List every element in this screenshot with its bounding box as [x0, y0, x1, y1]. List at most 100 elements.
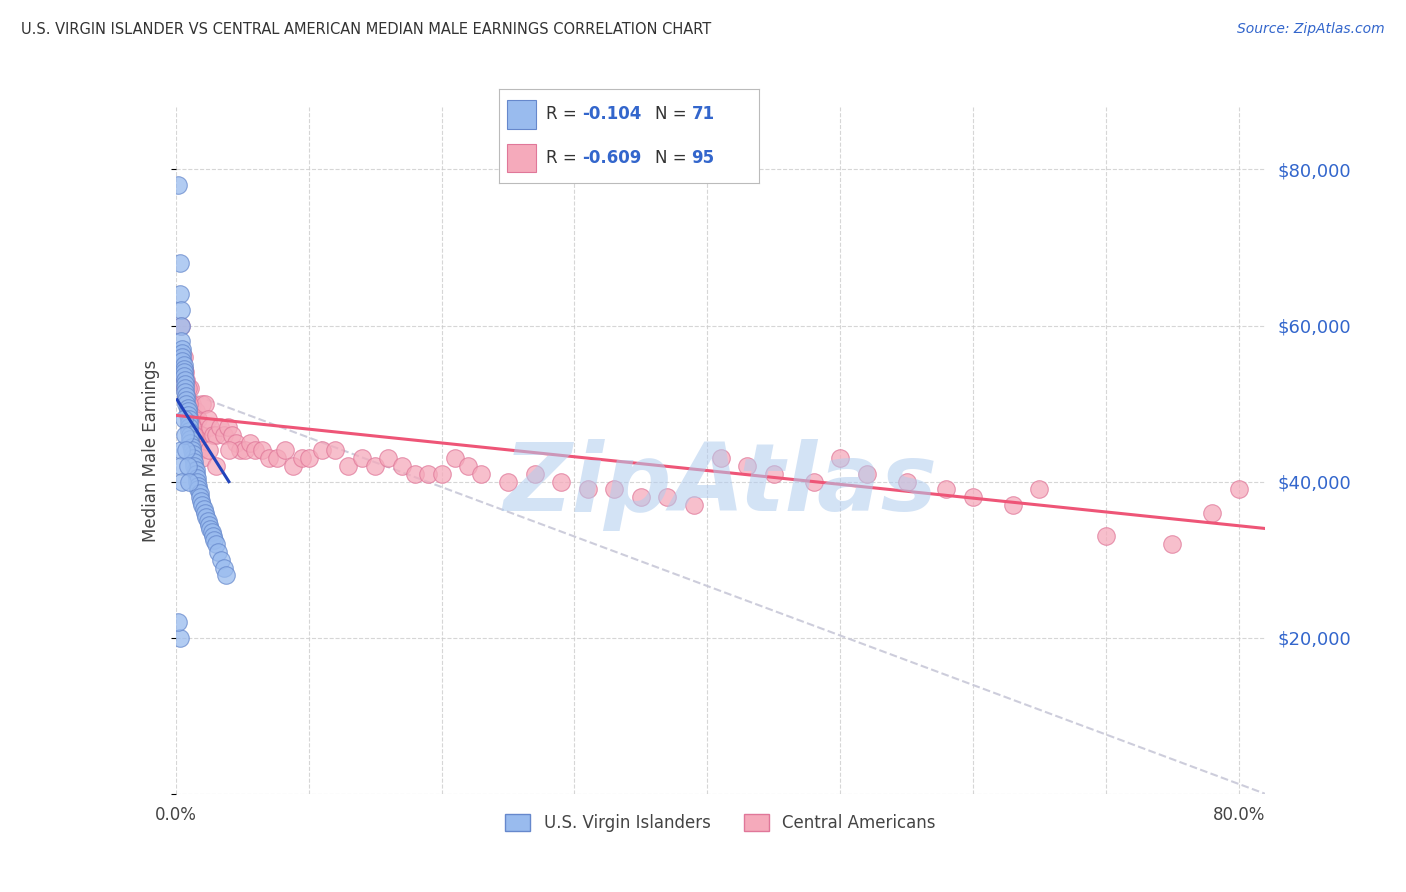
Point	[177, 458, 200, 473]
Point	[250, 443, 273, 458]
Point	[183, 455, 205, 469]
Point	[896, 475, 918, 489]
Point	[174, 373, 197, 387]
Point	[218, 443, 240, 458]
Point	[173, 366, 195, 380]
Point	[1201, 506, 1223, 520]
Point	[204, 427, 226, 442]
Point	[197, 412, 219, 426]
Point	[176, 443, 198, 458]
Point	[188, 486, 211, 500]
Y-axis label: Median Male Earnings: Median Male Earnings	[142, 359, 160, 541]
Point	[184, 467, 207, 481]
Point	[169, 256, 191, 270]
Point	[191, 451, 214, 466]
Point	[186, 471, 208, 485]
Point	[186, 475, 208, 489]
Point	[174, 384, 197, 399]
Point	[177, 424, 200, 438]
Point	[179, 435, 201, 450]
Point	[683, 498, 706, 512]
Point	[198, 443, 221, 458]
Point	[855, 467, 877, 481]
Point	[1028, 483, 1050, 497]
Point	[1001, 498, 1024, 512]
Point	[177, 396, 200, 410]
Point	[176, 389, 198, 403]
Point	[281, 458, 304, 473]
Point	[176, 373, 198, 387]
Point	[364, 458, 387, 473]
Point	[180, 440, 202, 454]
Point	[170, 318, 193, 333]
Point	[170, 443, 193, 458]
Point	[173, 369, 195, 384]
Point	[173, 361, 195, 376]
Point	[176, 392, 198, 407]
Point	[170, 334, 193, 349]
Point	[170, 303, 193, 318]
Point	[204, 458, 226, 473]
Point	[177, 412, 200, 426]
Point	[266, 451, 288, 466]
Point	[630, 490, 652, 504]
Point	[193, 502, 215, 516]
Point	[172, 350, 194, 364]
Point	[177, 475, 200, 489]
Point	[576, 483, 599, 497]
Point	[172, 342, 194, 356]
Point	[186, 427, 208, 442]
Point	[174, 366, 197, 380]
Point	[173, 361, 195, 376]
Point	[195, 509, 218, 524]
Point	[202, 533, 225, 548]
Point	[274, 443, 297, 458]
Text: ZipAtlas: ZipAtlas	[503, 439, 938, 531]
Point	[167, 178, 190, 192]
Point	[191, 498, 214, 512]
Point	[204, 537, 226, 551]
Legend: U.S. Virgin Islanders, Central Americans: U.S. Virgin Islanders, Central Americans	[498, 805, 943, 840]
Point	[184, 463, 207, 477]
Point	[179, 432, 201, 446]
Point	[190, 427, 212, 442]
Point	[200, 521, 222, 535]
Point	[177, 420, 200, 434]
Point	[311, 443, 333, 458]
Point	[177, 401, 200, 415]
Point	[291, 451, 314, 466]
Point	[221, 427, 243, 442]
Point	[1227, 483, 1250, 497]
Point	[323, 443, 346, 458]
Point	[239, 435, 262, 450]
Point	[173, 366, 195, 380]
Point	[190, 494, 212, 508]
Text: 95: 95	[692, 149, 714, 167]
Point	[470, 467, 492, 481]
Point	[194, 506, 217, 520]
Point	[170, 318, 193, 333]
Point	[180, 443, 202, 458]
Point	[183, 458, 205, 473]
Point	[176, 396, 198, 410]
Point	[197, 514, 219, 528]
Point	[337, 458, 360, 473]
Point	[935, 483, 957, 497]
Point	[245, 443, 267, 458]
Point	[177, 381, 200, 395]
Point	[181, 412, 204, 426]
Point	[1161, 537, 1184, 551]
Text: N =: N =	[655, 149, 692, 167]
Point	[803, 475, 825, 489]
Point	[180, 396, 202, 410]
Point	[172, 350, 194, 364]
Point	[657, 490, 679, 504]
Point	[187, 478, 209, 492]
Point	[200, 420, 222, 434]
Point	[183, 420, 205, 434]
Point	[179, 412, 201, 426]
Point	[172, 353, 194, 368]
Point	[523, 467, 546, 481]
Point	[186, 443, 208, 458]
Point	[177, 409, 200, 423]
